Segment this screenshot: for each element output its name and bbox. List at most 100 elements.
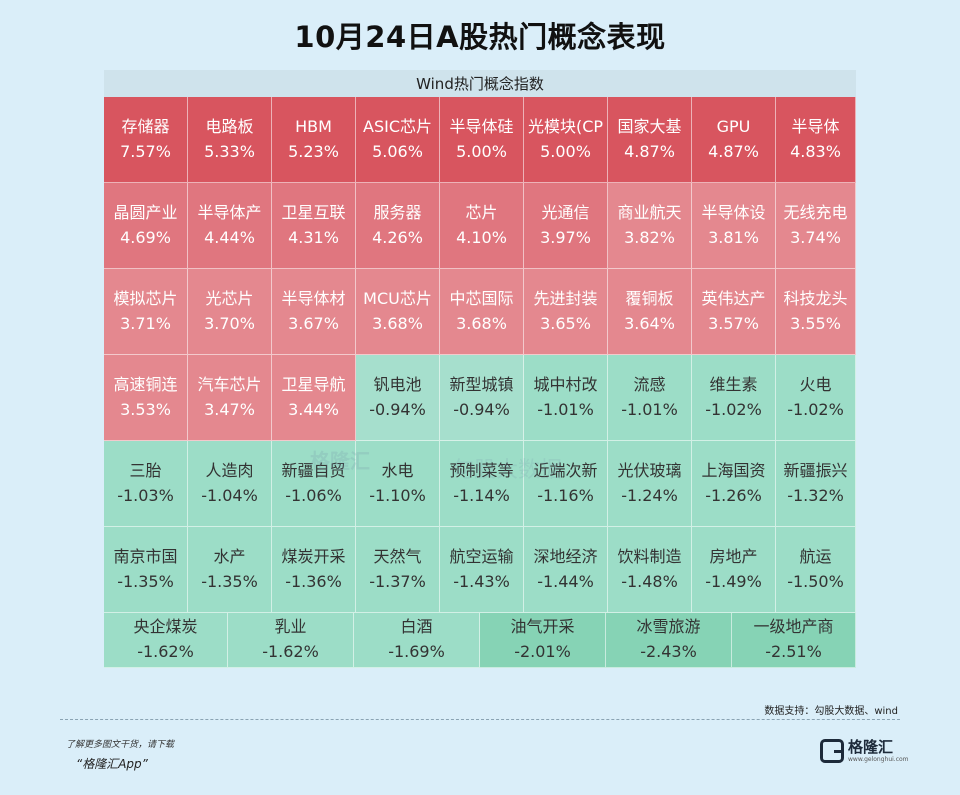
cell-name: 光芯片 [205,288,254,308]
cell-value: 3.70% [204,313,255,333]
heatmap-cell: 服务器 4.26% [356,183,440,269]
cell-name: 先进封装 [533,288,598,308]
heatmap-header: Wind热门概念指数 [104,70,856,97]
logo-g-icon [820,739,844,763]
cell-name: 航运 [799,546,832,566]
cell-value: 3.68% [456,313,507,333]
cell-value: 3.65% [540,313,591,333]
cell-value: -1.02% [705,399,762,419]
cell-value: -0.94% [369,399,426,419]
heatmap-cell: 流感 -1.01% [608,355,692,441]
heatmap-cell: 模拟芯片 3.71% [104,269,188,355]
heatmap-cell: 电路板 5.33% [188,97,272,183]
logo-name: 格隆汇 [848,738,894,757]
cell-value: 3.81% [708,227,759,247]
cell-name: MCU芯片 [363,288,432,308]
heatmap-cell: 汽车芯片 3.47% [188,355,272,441]
cell-name: 钒电池 [373,374,422,394]
heatmap-cell: 光芯片 3.70% [188,269,272,355]
cell-value: -1.02% [787,399,844,419]
heatmap-cell: 人造肉 -1.04% [188,441,272,527]
cell-value: -1.62% [262,642,319,661]
heatmap-cell: 半导体材 3.67% [272,269,356,355]
cell-value: 7.57% [120,141,171,161]
concept-heatmap: Wind热门概念指数 存储器 7.57% 电路板 5.33% HBM 5.23% ASIC芯… [104,70,856,668]
heatmap-cell: 近端次新 -1.16% [524,441,608,527]
heatmap-cell: 光模块(CP 5.00% [524,97,608,183]
cell-value: 4.10% [456,227,507,247]
cell-name: 高速铜连 [113,374,178,394]
cell-name: 油气开采 [510,617,575,637]
heatmap-cell: 钒电池 -0.94% [356,355,440,441]
heatmap-cell: 航空运输 -1.43% [440,527,524,613]
cell-name: 房地产 [709,546,758,566]
cell-name: 新疆振兴 [783,460,848,480]
cell-name: 服务器 [373,202,422,222]
cell-name: 半导体材 [281,288,346,308]
cell-name: 电路板 [205,116,254,136]
heatmap-cell: 卫星互联 4.31% [272,183,356,269]
heatmap-cell: 新疆自贸 -1.06% [272,441,356,527]
cell-name: 新疆自贸 [281,460,346,480]
cell-name: 南京市国 [113,546,178,566]
cell-name: 央企煤炭 [133,617,198,637]
heatmap-cell: 无线充电 3.74% [776,183,856,269]
cell-name: 新型城镇 [449,374,514,394]
cell-value: -1.43% [453,571,510,591]
heatmap-cell: 新型城镇 -0.94% [440,355,524,441]
cell-value: 3.64% [624,313,675,333]
footer-note: 了解更多图文干货，请下载 [66,740,175,750]
cell-name: 光通信 [541,202,590,222]
cell-value: -1.16% [537,485,594,505]
cell-value: -1.10% [369,485,426,505]
heatmap-cell: 火电 -1.02% [776,355,856,441]
heatmap-cell: 冰雪旅游 -2.43% [606,613,732,668]
cell-name: 光模块(CP [527,116,604,136]
heatmap-cell: 天然气 -1.37% [356,527,440,613]
cell-value: -1.01% [537,399,594,419]
cell-name: 预制菜等 [449,460,514,480]
cell-name: 上海国资 [701,460,766,480]
cell-name: 英伟达产 [701,288,766,308]
cell-value: -1.01% [621,399,678,419]
heatmap-cell: 半导体 4.83% [776,97,856,183]
heatmap-cell: 白酒 -1.69% [354,613,480,668]
cell-value: -1.24% [621,485,678,505]
cell-value: 3.74% [790,227,841,247]
cell-value: -1.49% [705,571,762,591]
heatmap-cell: 半导体硅 5.00% [440,97,524,183]
heatmap-cell: 半导体产 4.44% [188,183,272,269]
heatmap-cell: HBM 5.23% [272,97,356,183]
cell-name: 航空运输 [449,546,514,566]
cell-value: 3.68% [372,313,423,333]
cell-name: 人造肉 [205,460,254,480]
cell-value: -1.26% [705,485,762,505]
data-source: 数据支持：勾股大数据、wind [764,706,898,717]
cell-name: 饮料制造 [617,546,682,566]
footer-app-name: “格隆汇App” [76,757,148,771]
cell-value: -1.32% [787,485,844,505]
cell-name: 天然气 [373,546,422,566]
cell-value: 3.55% [790,313,841,333]
cell-value: 3.44% [288,399,339,419]
heatmap-cell: 预制菜等 -1.14% [440,441,524,527]
cell-value: 4.44% [204,227,255,247]
cell-value: -2.01% [514,642,571,661]
cell-name: 水产 [213,546,246,566]
cell-name: 中芯国际 [449,288,514,308]
cell-value: 4.87% [624,141,675,161]
cell-name: 半导体硅 [449,116,514,136]
heatmap-cell: 新疆振兴 -1.32% [776,441,856,527]
heatmap-cell: ASIC芯片 5.06% [356,97,440,183]
cell-value: -1.44% [537,571,594,591]
cell-value: 4.26% [372,227,423,247]
cell-name: 商业航天 [617,202,682,222]
cell-value: 4.31% [288,227,339,247]
heatmap-cell: 央企煤炭 -1.62% [104,613,228,668]
heatmap-cell: 水电 -1.10% [356,441,440,527]
heatmap-cell: 光通信 3.97% [524,183,608,269]
cell-value: -1.35% [201,571,258,591]
heatmap-cell: 一级地产商 -2.51% [732,613,856,668]
cell-value: -1.69% [388,642,445,661]
heatmap-cell: 中芯国际 3.68% [440,269,524,355]
